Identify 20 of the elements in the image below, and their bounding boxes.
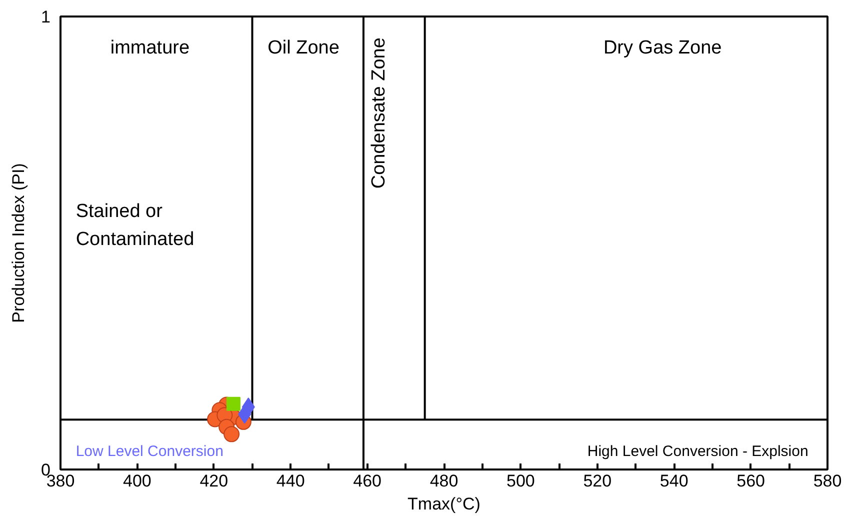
x-axis-title: Tmax(°C) — [408, 494, 480, 514]
y-axis-title: Production Index (PI) — [9, 163, 28, 323]
y-tick-label: 1 — [41, 8, 51, 26]
annotation: High Level Conversion - Explsion — [587, 442, 808, 460]
x-tick-label: 440 — [276, 472, 305, 490]
annotation: Stained or Contaminated — [76, 200, 194, 250]
x-tick-label: 580 — [813, 472, 842, 490]
annotation: Low Level Conversion — [76, 442, 224, 460]
annotation: immature — [110, 38, 190, 59]
x-tick-label: 520 — [583, 472, 612, 490]
annotation: Dry Gas Zone — [603, 38, 722, 59]
x-tick-label: 400 — [123, 472, 152, 490]
x-tick-label: 420 — [200, 472, 228, 490]
x-tick-label: 500 — [506, 472, 535, 490]
x-tick-label: 540 — [660, 472, 688, 490]
x-tick-label: 480 — [430, 472, 458, 490]
annotation: Oil Zone — [268, 38, 340, 59]
annotation: Condensate Zone — [368, 38, 390, 189]
x-tick-label: 560 — [736, 472, 765, 490]
x-tick-label: 460 — [353, 472, 382, 490]
